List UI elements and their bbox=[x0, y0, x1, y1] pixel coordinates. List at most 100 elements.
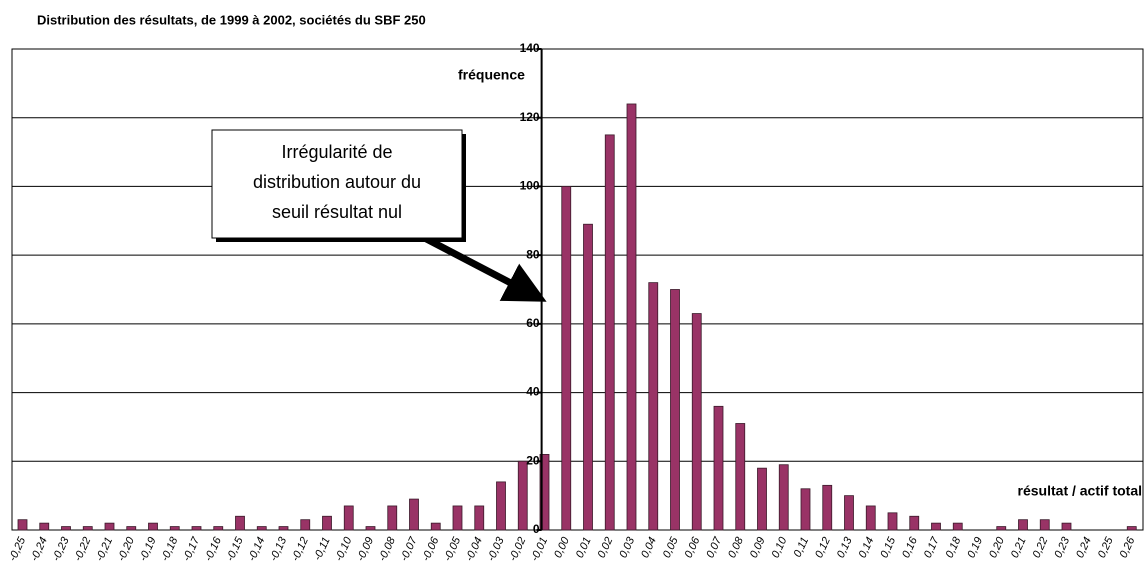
bar bbox=[1018, 519, 1028, 531]
plot-frame bbox=[11, 48, 1144, 531]
bar bbox=[474, 505, 485, 531]
bar bbox=[778, 464, 789, 531]
y-tick-label: 60 bbox=[526, 316, 540, 330]
y-tick-label: 80 bbox=[526, 247, 540, 261]
x-tick-label: 0,11 bbox=[792, 535, 812, 559]
annotation-box bbox=[211, 129, 463, 239]
bar bbox=[931, 522, 941, 531]
x-tick-label: -0,23 bbox=[50, 535, 72, 564]
bar bbox=[996, 526, 1007, 531]
bar bbox=[1039, 519, 1050, 531]
x-tick-label: -0,11 bbox=[312, 535, 333, 562]
y-axis-label: fréquence bbox=[458, 67, 525, 83]
arrow bbox=[413, 229, 547, 302]
bar bbox=[300, 519, 311, 531]
x-tick-label: 0,16 bbox=[900, 535, 920, 560]
x-tick-label: -0,13 bbox=[268, 535, 290, 564]
bar bbox=[496, 481, 506, 531]
bar bbox=[235, 515, 245, 531]
x-tick-label: 0,07 bbox=[704, 535, 724, 560]
bar bbox=[148, 522, 158, 531]
x-tick-label: 0,17 bbox=[922, 535, 942, 560]
y-tick-label: 0 bbox=[533, 522, 540, 536]
x-tick-label: -0,17 bbox=[181, 535, 203, 564]
annotation-shadow bbox=[462, 134, 466, 242]
x-tick-label: 0,25 bbox=[1096, 535, 1116, 560]
bar bbox=[583, 223, 593, 531]
x-tick-label: -0,24 bbox=[29, 535, 50, 563]
x-tick-label: 0,19 bbox=[965, 535, 985, 559]
bar bbox=[757, 467, 767, 531]
bar bbox=[517, 460, 528, 531]
x-tick-label: 0,06 bbox=[683, 535, 703, 560]
bar bbox=[952, 522, 963, 531]
x-tick-label: -0,12 bbox=[290, 535, 311, 563]
x-tick-label: -0,05 bbox=[442, 535, 464, 564]
bar bbox=[343, 505, 354, 531]
y-tick-label: 40 bbox=[526, 385, 540, 399]
bar bbox=[691, 313, 702, 531]
bar bbox=[1061, 522, 1072, 531]
x-tick-label: -0,08 bbox=[377, 535, 399, 564]
annotation: seuil résultat nul bbox=[272, 202, 402, 222]
x-tick-label: -0,25 bbox=[7, 535, 29, 564]
x-tick-label: 0,00 bbox=[552, 535, 572, 560]
x-tick-label: 0,26 bbox=[1118, 535, 1138, 560]
x-tick-label: 0,02 bbox=[596, 535, 616, 559]
x-tick-label: -0,09 bbox=[355, 535, 376, 563]
bar bbox=[430, 522, 441, 531]
x-tick-label: 0,23 bbox=[1052, 535, 1072, 560]
x-tick-label: -0,19 bbox=[137, 535, 158, 563]
bar bbox=[278, 526, 289, 531]
x-tick-label: 0,03 bbox=[617, 535, 637, 560]
bar bbox=[844, 495, 854, 531]
bar bbox=[169, 526, 180, 531]
x-tick-label: -0,04 bbox=[464, 535, 485, 563]
y-tick-label: 120 bbox=[520, 110, 540, 124]
x-tick-label: 0,24 bbox=[1074, 535, 1094, 559]
x-tick-label: 0,22 bbox=[1031, 535, 1051, 559]
bar bbox=[909, 515, 920, 531]
bar bbox=[735, 423, 746, 531]
bar bbox=[82, 526, 93, 531]
annotation: distribution autour du bbox=[253, 172, 421, 192]
x-tick-label: 0,05 bbox=[661, 535, 681, 560]
bar bbox=[39, 522, 50, 531]
bar bbox=[387, 505, 398, 531]
bar bbox=[256, 526, 267, 531]
bar bbox=[213, 526, 224, 531]
annotation: Irrégularité de bbox=[281, 142, 392, 162]
y-tick-label: 20 bbox=[526, 453, 540, 467]
bar bbox=[191, 526, 202, 531]
bar bbox=[604, 134, 615, 531]
y-tick-label: 140 bbox=[520, 41, 540, 55]
x-tick-label: 0,04 bbox=[639, 535, 659, 559]
x-tick-label: -0,18 bbox=[159, 535, 181, 564]
bar bbox=[887, 512, 898, 531]
bar bbox=[865, 505, 876, 531]
x-tick-label: -0,02 bbox=[507, 535, 528, 563]
bar bbox=[452, 505, 463, 531]
bar bbox=[1126, 526, 1137, 531]
x-tick-label: 0,20 bbox=[987, 535, 1007, 560]
x-tick-label: 0,12 bbox=[813, 535, 833, 559]
bar bbox=[61, 526, 71, 531]
x-tick-label: 0,08 bbox=[726, 535, 746, 560]
bar bbox=[104, 522, 115, 531]
bar bbox=[409, 498, 419, 531]
bar bbox=[648, 282, 659, 531]
bar bbox=[126, 526, 137, 531]
bar bbox=[561, 186, 572, 531]
x-tick-label: -0,21 bbox=[94, 535, 115, 563]
x-tick-label: -0,10 bbox=[333, 535, 355, 564]
bar bbox=[539, 454, 550, 531]
x-tick-label: 0,09 bbox=[748, 535, 768, 559]
x-axis-label: résultat / actif total bbox=[1018, 483, 1142, 499]
bar bbox=[822, 484, 833, 531]
bar bbox=[670, 289, 680, 531]
x-tick-label: -0,06 bbox=[420, 535, 442, 564]
bar bbox=[626, 103, 637, 531]
x-tick-label: -0,15 bbox=[224, 535, 246, 564]
x-tick-label: -0,16 bbox=[203, 535, 225, 564]
